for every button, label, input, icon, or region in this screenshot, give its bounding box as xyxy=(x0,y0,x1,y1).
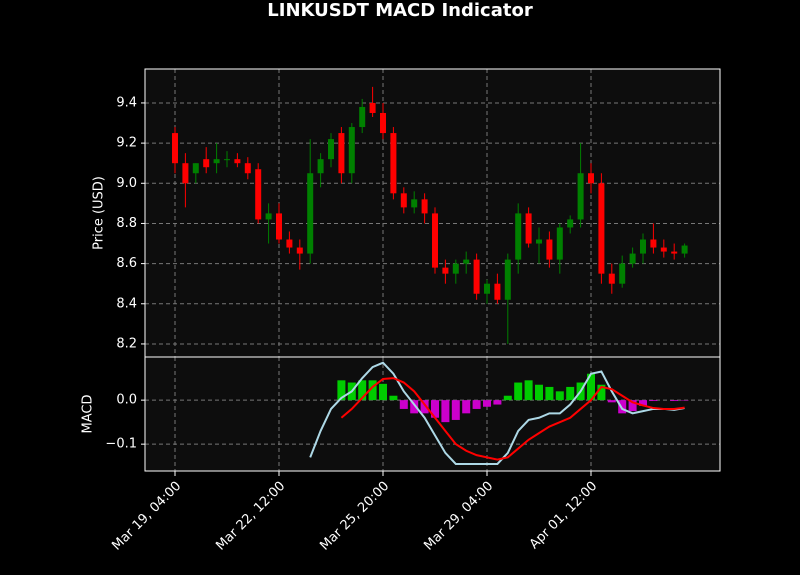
price-panel xyxy=(145,69,720,357)
candle-body xyxy=(182,163,189,184)
histogram-bar xyxy=(514,382,523,401)
y-tick-label: 8.2 xyxy=(116,336,137,351)
histogram-bar xyxy=(462,400,471,414)
candle-body xyxy=(484,283,490,294)
y-tick-label: 9.0 xyxy=(116,176,137,191)
histogram-bar xyxy=(337,380,346,401)
y-tick-label: 8.6 xyxy=(116,256,137,271)
histogram-bar xyxy=(587,373,595,401)
histogram-bar xyxy=(545,386,554,401)
histogram-bar xyxy=(566,386,575,401)
histogram-bar xyxy=(483,400,491,407)
candle-body xyxy=(411,199,418,208)
candle-body xyxy=(255,169,262,220)
candle-body xyxy=(619,263,626,284)
candle-body xyxy=(452,263,459,274)
histogram-bar xyxy=(535,384,543,401)
candle-body xyxy=(328,139,334,160)
histogram-bar xyxy=(524,380,533,401)
histogram-bar xyxy=(368,380,377,401)
candle-body xyxy=(307,173,314,254)
y-tick-label: 0.0 xyxy=(116,393,137,408)
histogram-bar xyxy=(503,395,512,401)
candle-body xyxy=(660,247,667,252)
histogram-bar xyxy=(431,400,439,418)
y-tick-label: 8.4 xyxy=(116,296,137,311)
chart-title: LINKUSDT MACD Indicator xyxy=(267,0,533,21)
candle-body xyxy=(348,127,355,174)
candle-body xyxy=(286,239,293,248)
candle-body xyxy=(536,239,542,244)
candle-body xyxy=(567,219,574,228)
y-tick-label: 9.2 xyxy=(116,136,137,151)
candle-body xyxy=(338,133,345,174)
candle-body xyxy=(213,159,220,164)
histogram-bar xyxy=(358,380,367,401)
histogram-bar xyxy=(379,383,387,401)
panel-frame xyxy=(144,356,721,472)
candle-body xyxy=(369,102,376,113)
histogram-bar xyxy=(389,395,398,401)
candle-body xyxy=(390,133,397,194)
candle-body xyxy=(359,106,366,128)
candle-body xyxy=(224,159,230,161)
histogram-bar xyxy=(441,400,450,423)
candle-body xyxy=(442,267,449,274)
candle-body xyxy=(203,159,210,168)
candle-body xyxy=(671,251,678,254)
candle-body xyxy=(598,183,605,274)
histogram-bar xyxy=(472,400,481,409)
histogram-bar xyxy=(597,384,606,401)
candle-body xyxy=(650,239,657,248)
signal-line xyxy=(340,377,685,461)
y-axis-label: Price (USD) xyxy=(92,176,107,250)
y-tick-label: −0.1 xyxy=(105,437,137,452)
candle-body xyxy=(473,259,480,294)
candle-body xyxy=(234,159,241,164)
candle-body xyxy=(546,239,553,260)
candle-body xyxy=(432,213,438,268)
y-axis-label: MACD xyxy=(81,395,96,434)
candle-body xyxy=(494,283,501,300)
candle-body xyxy=(192,163,199,174)
histogram-bar xyxy=(649,400,658,402)
histogram-bar xyxy=(420,400,429,414)
candle-body xyxy=(588,173,594,184)
candle-body xyxy=(463,259,470,264)
candle-body xyxy=(244,163,251,174)
histogram-bar xyxy=(670,400,679,402)
histogram-bar xyxy=(555,391,564,401)
histogram-bar xyxy=(618,400,627,414)
candle-body xyxy=(276,213,282,240)
candle-body xyxy=(681,245,688,254)
candle-body xyxy=(380,112,386,134)
candle-body xyxy=(556,227,563,260)
candle-body xyxy=(577,173,584,220)
y-tick-label: 9.4 xyxy=(116,95,137,110)
candle-body xyxy=(400,193,407,208)
histogram-bar xyxy=(493,400,502,405)
candle-body xyxy=(608,273,615,284)
macd-line xyxy=(309,361,685,465)
candle-body xyxy=(172,133,178,164)
histogram-bar xyxy=(399,400,408,409)
candle-body xyxy=(421,199,428,214)
histogram-bar xyxy=(451,400,460,420)
candle-body xyxy=(296,247,303,254)
histogram-bar xyxy=(410,400,419,414)
candle-body xyxy=(525,213,532,244)
candle-body xyxy=(265,213,272,220)
histogram-bar xyxy=(639,400,647,406)
y-tick-label: 8.8 xyxy=(116,216,137,231)
candle-body xyxy=(515,213,522,260)
candle-body xyxy=(629,253,636,264)
histogram-bar xyxy=(607,400,616,403)
candle-body xyxy=(504,259,511,300)
candle-body xyxy=(640,239,646,254)
histogram-bar xyxy=(628,400,637,412)
candle-body xyxy=(317,159,324,174)
